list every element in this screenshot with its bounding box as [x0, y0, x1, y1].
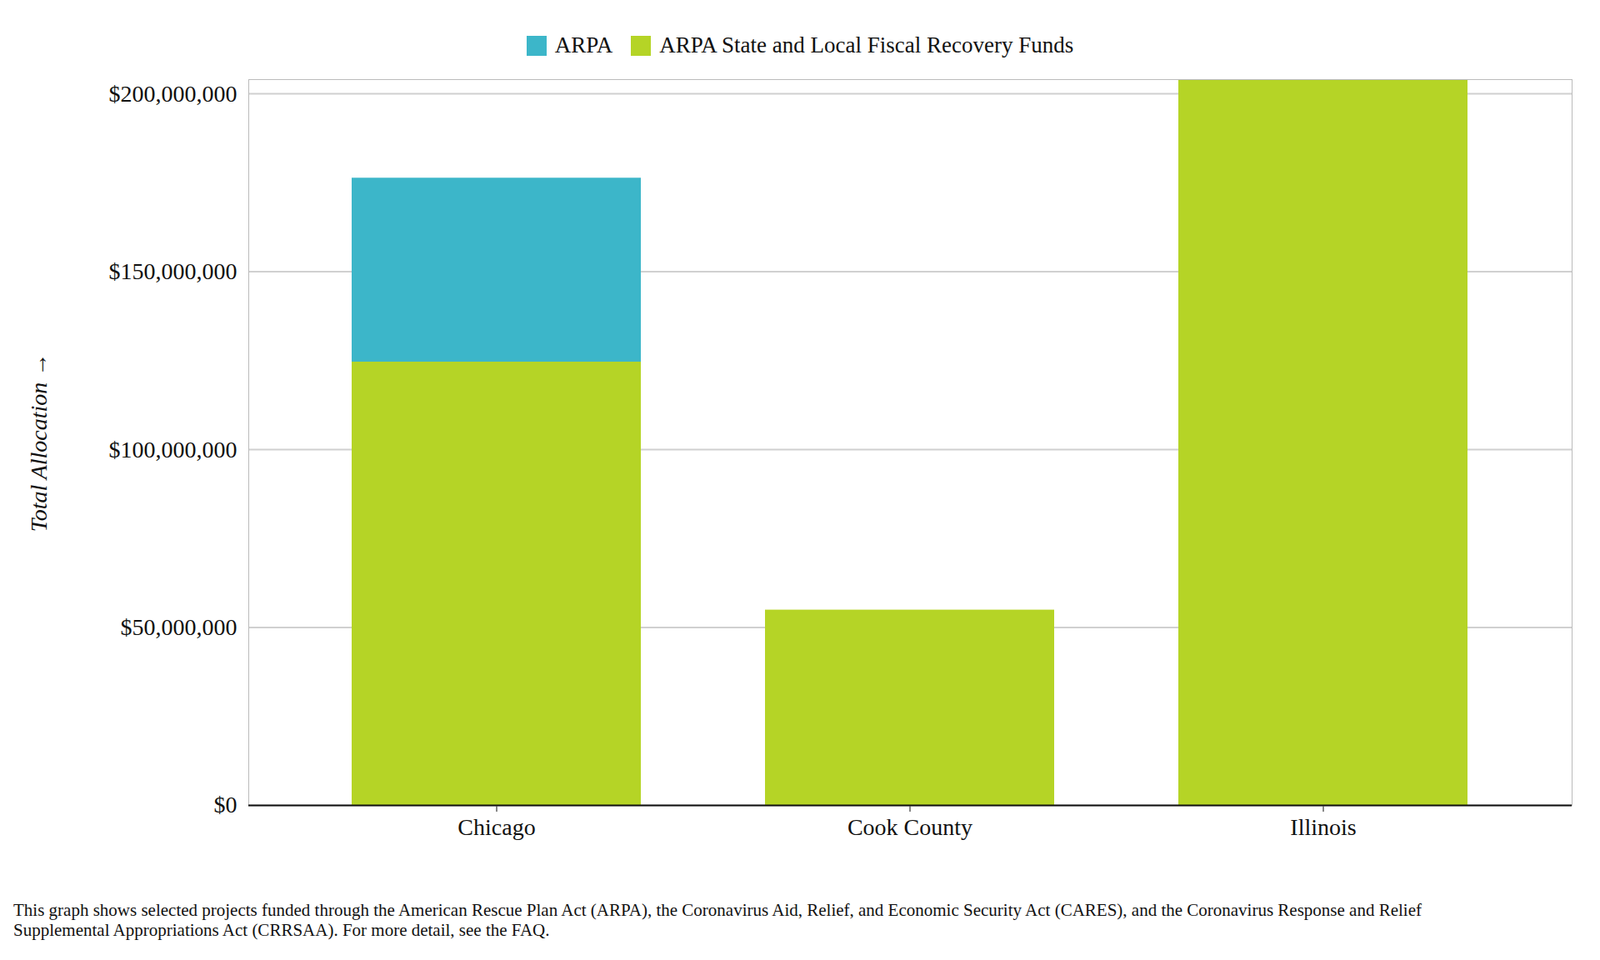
svg-text:Cook County: Cook County [847, 814, 973, 840]
svg-text:$150,000,000: $150,000,000 [109, 258, 238, 285]
html-text:ARPA State and Local Fiscal Re: ARPA State and Local Fiscal Recovery Fun… [659, 32, 1074, 58]
html-text:This graph shows selected proj: This graph shows selected projects funde… [13, 900, 1422, 941]
svg-text:$0: $0 [214, 791, 238, 818]
svg-text:Total Allocation →: Total Allocation → [25, 353, 52, 533]
svg-text:$100,000,000: $100,000,000 [109, 435, 238, 462]
html-text:ARPA: ARPA [554, 32, 613, 58]
svg-text:Illinois: Illinois [1290, 814, 1356, 840]
svg-text:Chicago: Chicago [457, 814, 535, 840]
svg-text:$50,000,000: $50,000,000 [120, 614, 238, 640]
svg-text:$200,000,000: $200,000,000 [109, 80, 238, 107]
